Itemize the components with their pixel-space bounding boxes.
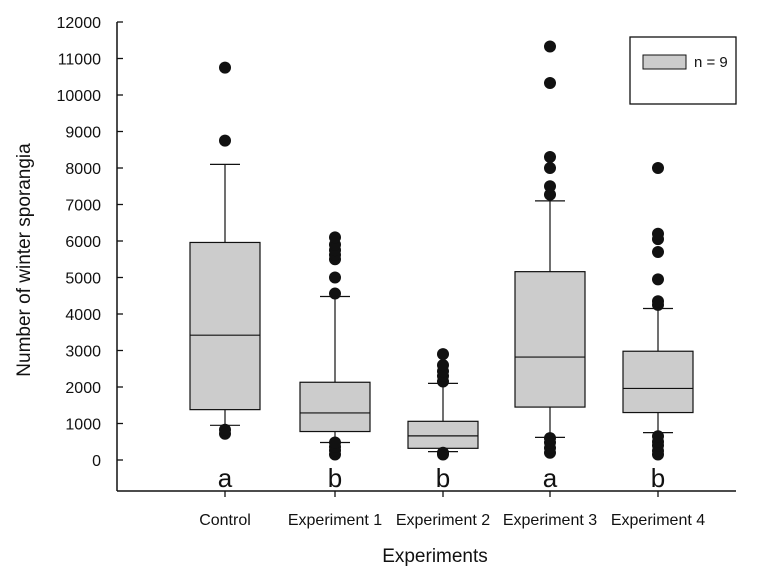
outlier-point xyxy=(219,134,231,147)
outlier-point xyxy=(652,295,664,308)
box-iqr xyxy=(299,381,371,433)
y-tick-label: 6000 xyxy=(65,234,101,251)
outlier-point xyxy=(329,436,341,449)
box-group: b xyxy=(299,231,371,493)
x-tick-label: Control xyxy=(199,512,251,529)
outlier-point xyxy=(329,231,341,244)
outlier-point xyxy=(652,245,664,258)
outlier-point xyxy=(219,61,231,74)
y-tick-label: 11000 xyxy=(58,52,101,69)
box-iqr xyxy=(622,350,694,414)
outlier-point xyxy=(544,188,556,201)
group-letter-label: a xyxy=(218,463,233,493)
y-tick-label: 8000 xyxy=(65,161,101,178)
box-group: b xyxy=(407,348,479,493)
x-ticks: Control Experiment 1 Experiment 2 Experimen… xyxy=(199,491,705,529)
legend-swatch xyxy=(642,54,687,70)
group-letter-label: b xyxy=(328,463,342,493)
outlier-point xyxy=(437,359,449,372)
y-tick-label: 5000 xyxy=(65,271,101,288)
y-tick-label: 3000 xyxy=(65,344,101,361)
legend: n = 9 xyxy=(629,36,737,105)
outlier-point xyxy=(652,273,664,286)
outlier-point xyxy=(329,271,341,284)
box-group: a xyxy=(189,61,261,493)
y-tick-label: 0 xyxy=(92,453,101,470)
group-letter-label: a xyxy=(543,463,558,493)
y-tick-label: 12000 xyxy=(57,15,102,32)
y-tick-label: 7000 xyxy=(65,198,101,215)
y-tick-label: 4000 xyxy=(65,307,101,324)
outlier-point xyxy=(652,227,664,240)
box-iqr xyxy=(407,420,479,449)
y-ticks: 0 1000 2000 3000 4000 5000 6000 7000 8000 9000 100… xyxy=(57,15,123,470)
legend-frame xyxy=(629,36,737,105)
outlier-point xyxy=(544,76,556,89)
outlier-point xyxy=(437,446,449,459)
y-tick-label: 10000 xyxy=(57,88,102,105)
box-iqr xyxy=(514,271,586,408)
outlier-point xyxy=(544,432,556,445)
outlier-point xyxy=(544,162,556,174)
x-tick-label: Experiment 3 xyxy=(503,512,597,529)
x-axis-title: Experiments xyxy=(382,546,488,567)
x-tick-label: Experiment 4 xyxy=(611,512,705,529)
x-tick-label: Experiment 1 xyxy=(288,512,382,529)
outlier-point xyxy=(652,430,664,443)
y-tick-label: 2000 xyxy=(65,380,101,397)
group-letter-label: b xyxy=(651,463,665,493)
outlier-point xyxy=(437,348,449,361)
legend-entry: n = 9 xyxy=(694,54,728,71)
outlier-point xyxy=(544,40,556,53)
x-tick-label: Experiment 2 xyxy=(396,512,490,529)
outlier-point xyxy=(329,287,341,300)
outlier-point xyxy=(544,151,556,164)
y-axis-title: Number of winter sporangia xyxy=(14,143,35,377)
outlier-point xyxy=(652,162,664,174)
y-tick-label: 1000 xyxy=(65,417,101,434)
group-letter-label: b xyxy=(436,463,450,493)
box-group: a xyxy=(514,40,586,493)
y-tick-label: 9000 xyxy=(65,125,101,142)
box-iqr xyxy=(189,241,261,411)
box-group: b xyxy=(622,162,694,493)
outlier-point xyxy=(544,180,556,193)
outlier-point xyxy=(219,423,231,436)
